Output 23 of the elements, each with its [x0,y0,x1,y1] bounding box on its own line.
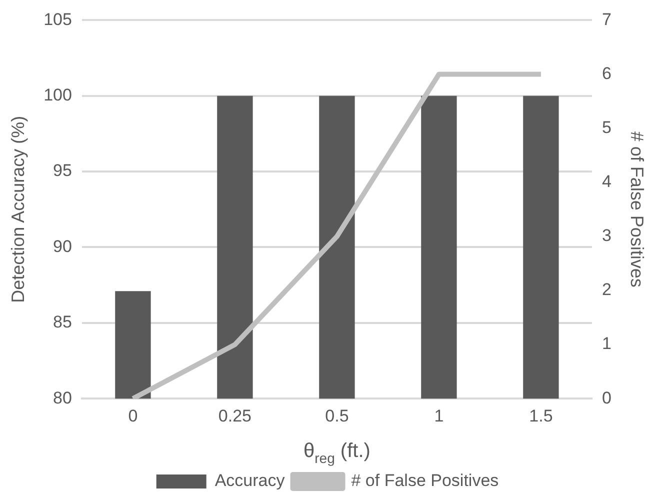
x-tick-label: 0.5 [325,406,349,426]
y2-tick-label: 6 [602,64,612,83]
y-tick-label: 90 [53,236,72,256]
legend-label: # of False Positives [351,471,499,490]
y2-tick-label: 5 [602,118,612,137]
x-tick-label: 1 [434,406,444,426]
y2-axis-title: # of False Positives [627,131,648,288]
y2-tick-label: 3 [602,226,612,246]
y-tick-label: 80 [53,388,72,408]
y2-tick-label: 0 [602,388,612,408]
y2-tick-label: 4 [602,172,612,192]
x-tick-label: 0 [128,406,138,426]
y-tick-label: 95 [53,161,72,180]
y2-tick-label: 7 [602,10,612,29]
y-tick-label: 85 [53,312,72,332]
y2-tick-label: 2 [602,280,612,300]
y-tick-label: 100 [44,86,72,105]
legend-label: Accuracy [214,471,286,490]
y-axis-title: Detection Accuracy (%) [8,116,28,303]
x-tick-label: 0.25 [218,406,252,426]
y2-tick-label: 1 [602,334,612,354]
y-tick-label: 105 [44,10,72,29]
x-tick-label: 1.5 [529,406,553,426]
